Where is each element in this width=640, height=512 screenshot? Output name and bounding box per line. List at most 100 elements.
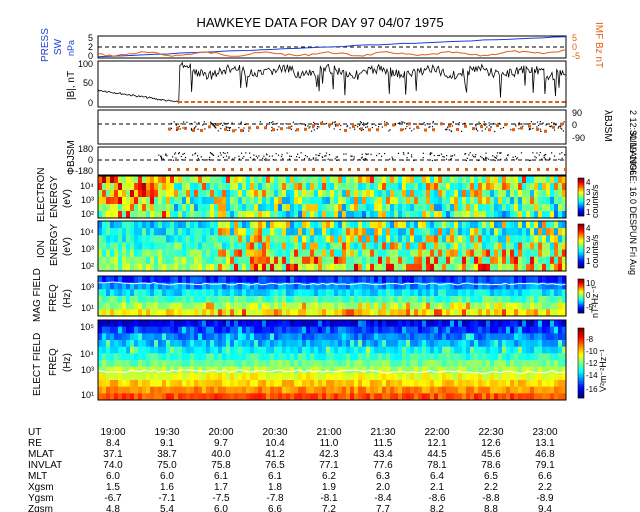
spectrogram-cell <box>166 242 171 250</box>
spectrogram-cell <box>278 340 283 347</box>
spectrogram-cell <box>394 380 399 387</box>
spectrogram-cell <box>106 263 111 272</box>
spectrogram-cell <box>254 242 259 250</box>
spectrogram-cell <box>554 333 559 341</box>
spectrogram-cell <box>438 183 443 191</box>
spectrogram-cell <box>290 373 295 381</box>
spectrogram-cell <box>294 235 299 243</box>
spectrogram-cell <box>498 366 503 374</box>
spectrogram-cell <box>294 204 299 212</box>
table-cell: 8.8 <box>484 504 498 512</box>
spectrogram-cell <box>214 242 219 250</box>
phi-model-point <box>456 168 459 171</box>
b-model-point <box>379 101 384 103</box>
spectrogram-cell <box>322 386 327 394</box>
spectrogram-cell <box>234 235 239 243</box>
table-cell: -7.8 <box>266 493 284 504</box>
spectrogram-cell <box>162 386 167 394</box>
phi-point <box>265 153 268 155</box>
lambda-point <box>211 123 213 125</box>
spectrogram-cell <box>170 360 175 367</box>
spectrogram-cell <box>214 289 219 297</box>
spectrogram-cell <box>550 302 555 310</box>
spectrogram-cell <box>198 346 203 354</box>
spectrogram-cell <box>550 183 555 191</box>
spectrogram-cell <box>350 296 355 303</box>
spectrogram-cell <box>450 256 455 265</box>
spectrogram-cell <box>110 228 115 236</box>
spectrogram-cell <box>114 228 119 236</box>
phi-ytick-180: 180 <box>78 144 93 154</box>
spectrogram-cell <box>282 340 287 347</box>
spectrogram-cell <box>110 242 115 250</box>
lambda-point <box>529 128 531 130</box>
lambda-point <box>334 121 336 123</box>
spectrogram-cell <box>202 263 207 272</box>
spectrogram-cell <box>518 197 523 205</box>
spectrogram-cell <box>562 373 567 381</box>
colorbar-step <box>578 210 584 213</box>
colorbar-step <box>578 328 584 331</box>
spectrogram-cell <box>238 346 243 354</box>
phi-point <box>422 157 424 159</box>
spectrogram-cell <box>334 346 339 354</box>
table-cell: 41.2 <box>265 449 285 460</box>
spectrogram-cell <box>310 235 315 243</box>
spectrogram-cell <box>250 235 255 243</box>
colorbar-step <box>578 259 584 261</box>
spectrogram-cell <box>318 183 323 191</box>
lambda-point <box>243 127 245 129</box>
spectrogram-cell <box>434 263 439 272</box>
spectrogram-cell <box>250 366 255 374</box>
spectrogram-cell <box>534 366 539 374</box>
spectrogram-cell <box>390 282 395 290</box>
colorbar-step <box>578 335 584 338</box>
spectrogram-cell <box>406 326 411 334</box>
spectrogram-cell <box>274 360 279 367</box>
spectrogram-cell <box>134 221 139 229</box>
spectrogram-cell <box>354 373 359 381</box>
spectrogram-cell <box>162 276 167 283</box>
spectrogram-cell <box>462 373 467 381</box>
lambda-point <box>286 127 288 129</box>
press-ytick-2: 2 <box>88 42 93 52</box>
spectrogram-cell <box>318 263 323 272</box>
spectrogram-cell <box>418 176 423 184</box>
spectrogram-cell <box>226 221 231 229</box>
b-model-point <box>204 101 208 103</box>
spectrogram-cell <box>390 386 395 394</box>
b-model-point <box>516 101 520 103</box>
spectrogram-cell <box>306 276 311 283</box>
spectrogram-cell <box>366 235 371 243</box>
spectrogram-cell <box>414 333 419 341</box>
colorbar-step <box>578 294 584 297</box>
spectrogram-cell <box>342 320 347 327</box>
b-model-point <box>230 101 234 103</box>
spectrogram-cell <box>518 221 523 229</box>
spectrogram-cell <box>278 333 283 341</box>
spectrogram-cell <box>358 204 363 212</box>
spectrogram-cell <box>334 228 339 236</box>
phi-point <box>201 159 204 161</box>
spectrogram-cell <box>518 366 523 374</box>
phi-point <box>492 155 494 157</box>
spectrogram-cell <box>302 380 307 387</box>
spectrogram-cell <box>106 235 111 243</box>
spectrogram-cell <box>366 211 371 219</box>
spectrogram-cell <box>534 221 539 229</box>
spectrogram-cell <box>270 176 275 184</box>
spectrogram-cell <box>538 204 543 212</box>
spectrogram-cell <box>206 333 211 341</box>
b-ytick-50: 50 <box>83 78 93 88</box>
spectrogram-cell <box>546 333 551 341</box>
spectrogram-cell <box>150 228 155 236</box>
spectrogram-cell <box>98 333 103 341</box>
spectrogram-cell <box>554 289 559 297</box>
spectrogram-cell <box>394 263 399 272</box>
spectrogram-cell <box>202 276 207 283</box>
spectrogram-cell <box>222 346 227 354</box>
spectrogram-cell <box>162 353 167 361</box>
spectrogram-cell <box>262 393 267 401</box>
spectrogram-cell <box>122 326 127 334</box>
spectrogram-cell <box>526 386 531 394</box>
